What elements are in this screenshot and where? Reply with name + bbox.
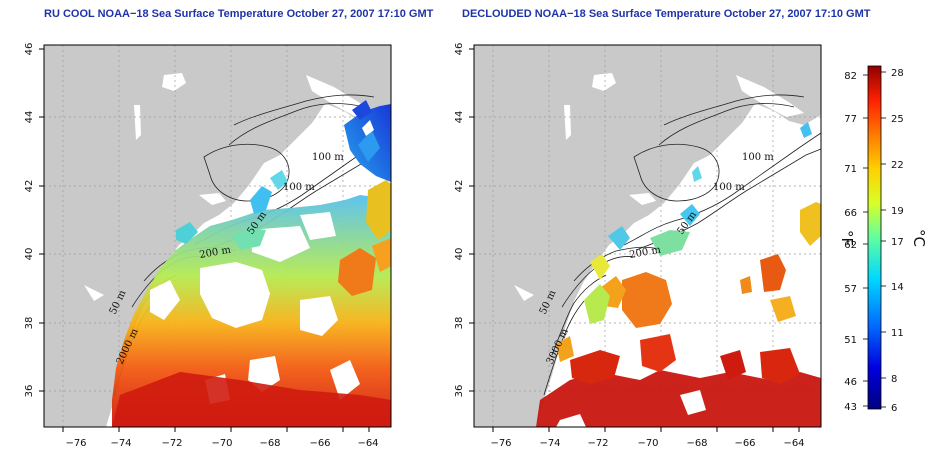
- fahrenheit-tick-labels: 82 77 71 66 62 57 51 46 43: [844, 71, 857, 413]
- x-tick-label: −68: [686, 438, 707, 449]
- contour-label: 100 m: [283, 182, 315, 193]
- x-tick-label: −74: [110, 438, 131, 449]
- left-y-tick-labels: 36 38 40 42 44 46: [24, 43, 35, 398]
- celsius-tick: 19: [891, 206, 904, 217]
- fahrenheit-tick: 46: [844, 377, 857, 388]
- left-panel-title: RU COOL NOAA−18 Sea Surface Temperature …: [44, 8, 434, 20]
- right-x-tick-labels: −76 −74 −72 −70 −68 −66 −64: [490, 438, 804, 449]
- contour-label: 100 m: [713, 182, 745, 193]
- left-sst-layer: [112, 100, 391, 427]
- fahrenheit-tick: 66: [844, 208, 857, 219]
- celsius-tick: 22: [891, 160, 904, 171]
- celsius-tick-labels: 28 25 22 19 17 14 11 8 6: [891, 68, 904, 414]
- y-tick-label: 38: [24, 317, 35, 330]
- x-tick-label: −64: [783, 438, 804, 449]
- celsius-tick: 17: [891, 237, 904, 248]
- y-tick-label: 40: [454, 248, 465, 261]
- x-tick-label: −64: [357, 438, 378, 449]
- y-tick-label: 40: [24, 248, 35, 261]
- x-tick-label: −66: [734, 438, 755, 449]
- y-tick-label: 44: [454, 111, 465, 124]
- x-tick-label: −66: [309, 438, 330, 449]
- y-tick-label: 42: [454, 180, 465, 193]
- y-tick-label: 42: [24, 180, 35, 193]
- x-tick-label: −74: [539, 438, 560, 449]
- right-y-tick-labels: 36 38 40 42 44 46: [454, 43, 465, 398]
- y-tick-label: 36: [454, 385, 465, 398]
- y-tick-label: 46: [24, 43, 35, 56]
- right-panel-title: DECLOUDED NOAA−18 Sea Surface Temperatur…: [462, 8, 871, 20]
- celsius-tick: 14: [891, 282, 904, 293]
- left-map-frame: [43, 44, 392, 428]
- x-tick-label: −72: [161, 438, 182, 449]
- x-tick-label: −70: [211, 438, 232, 449]
- x-tick-label: −76: [490, 438, 511, 449]
- left-axis-ticks: [39, 48, 370, 432]
- x-tick-label: −68: [259, 438, 280, 449]
- fahrenheit-tick: 77: [844, 114, 857, 125]
- fahrenheit-tick: 57: [844, 284, 857, 295]
- y-tick-label: 36: [24, 385, 35, 398]
- left-x-tick-labels: −76 −74 −72 −70 −68 −66 −64: [65, 438, 378, 449]
- fahrenheit-tick: 51: [844, 335, 857, 346]
- celsius-tick: 25: [891, 114, 904, 125]
- right-map-frame: [473, 44, 822, 428]
- x-tick-label: −70: [637, 438, 658, 449]
- contour-label: 100 m: [742, 152, 774, 163]
- celsius-tick: 28: [891, 68, 904, 79]
- fahrenheit-tick: 82: [844, 71, 857, 82]
- right-axis-ticks: [469, 48, 800, 432]
- celsius-tick: 6: [891, 403, 897, 414]
- y-tick-label: 44: [24, 111, 35, 124]
- celsius-tick: 11: [891, 328, 904, 339]
- temperature-colorbar: [867, 65, 882, 410]
- x-tick-label: −76: [65, 438, 86, 449]
- contour-label: 200 m: [629, 245, 663, 261]
- y-tick-label: 38: [454, 317, 465, 330]
- celsius-tick: 8: [891, 374, 897, 385]
- fahrenheit-tick: 43: [844, 402, 857, 413]
- x-tick-label: −72: [587, 438, 608, 449]
- celsius-unit-label: °C: [910, 229, 928, 247]
- fahrenheit-tick: 71: [844, 164, 857, 175]
- y-tick-label: 46: [454, 43, 465, 56]
- fahrenheit-tick: 62: [844, 240, 857, 251]
- fahrenheit-unit-label: °F: [838, 230, 856, 246]
- right-sst-layer: [536, 122, 821, 427]
- colorbar-ticks: [863, 71, 886, 408]
- contour-label: 100 m: [312, 152, 344, 163]
